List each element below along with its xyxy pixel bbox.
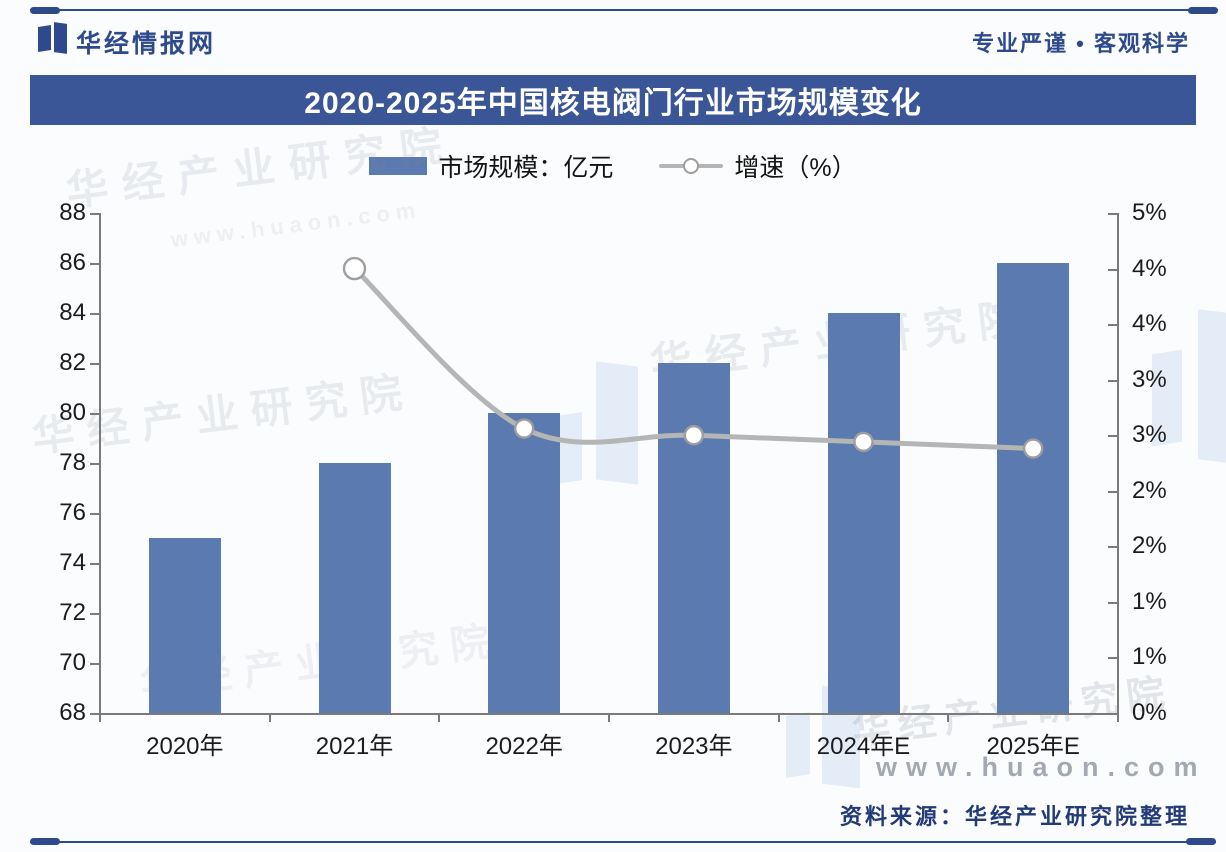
top-border-line [30,9,1218,11]
left-axis-tick-label: 78 [59,449,86,476]
chart-title: 2020-2025年中国核电阀门行业市场规模变化 [304,87,922,120]
left-axis-tick [90,463,100,465]
left-axis-line [99,213,101,715]
right-axis-tick [1108,657,1118,660]
bottom-border-right-cap [1186,838,1216,845]
right-axis-tick [1108,268,1118,271]
right-axis-tick-label: 2% [1132,532,1167,560]
left-axis-tick [90,513,100,515]
bar-2022年 [488,413,561,713]
left-axis-tick-label: 86 [59,249,86,276]
left-axis-tick-label: 82 [59,349,86,376]
x-axis-label-2: 2021年 [315,733,394,760]
x-axis-tick [608,713,610,722]
right-axis-tick-label: 3% [1132,421,1167,449]
bar-2024年E [827,313,900,713]
right-axis-tick-label: 2% [1132,476,1167,504]
x-axis-tick [777,713,780,722]
right-axis-tick [1108,546,1118,549]
legend-label-growth-rate: 增速（%） [734,154,857,182]
right-axis-tick [1108,379,1118,382]
right-axis-tick [1108,435,1118,438]
watermark-text: 华经产业研究院 [29,367,418,461]
x-axis-tick [268,713,271,722]
right-axis-tick [1108,324,1118,327]
right-axis-tick-label: 4% [1132,254,1167,282]
left-axis-tick [90,413,100,415]
legend-item-market-size: 市场规模：亿元 [369,148,613,184]
left-axis-tick-label: 74 [59,549,86,576]
right-axis-line [1117,213,1119,715]
right-axis-tick-label: 5% [1132,199,1167,226]
growth-rate-marker [342,256,367,281]
right-axis-tick [1108,601,1118,604]
right-axis-tick-label: 1% [1132,587,1167,615]
left-axis-tick [90,263,100,265]
left-axis-tick [90,213,100,215]
right-axis-tick [1108,213,1118,215]
watermark-url: www.huaon.com [876,752,1207,782]
left-axis-tick [90,363,100,365]
chart-title-bar: 2020-2025年中国核电阀门行业市场规模变化 [30,75,1196,125]
left-axis-tick-label: 80 [59,399,86,426]
line-marker-swatch-icon [659,158,724,174]
left-axis-tick [90,563,100,565]
top-border-left-cap [30,7,60,14]
x-axis-label-3: 2022年 [485,733,563,760]
x-axis-label-4: 2023年 [655,733,733,760]
legend-label-market-size: 市场规模：亿元 [438,154,614,182]
bar-2023年 [657,363,730,713]
left-axis-tick [90,313,100,315]
legend-item-growth-rate: 增速（%） [659,148,857,184]
bar-2021年 [318,463,391,713]
left-axis-tick-label: 70 [59,649,86,676]
left-axis-tick-label: 72 [59,599,86,626]
left-axis-tick-label: 76 [59,499,86,526]
x-axis-tick [99,713,101,722]
right-axis-tick-label: 3% [1132,365,1167,393]
x-axis-label-6: 2025年E [986,733,1080,760]
chart-legend: 市场规模：亿元 增速（%） [0,148,1226,184]
right-axis-tick-label: 4% [1132,310,1167,338]
top-border-right-cap [1188,7,1218,14]
left-axis-tick-label: 68 [59,699,86,726]
watermark-url: www.huaon.com [169,196,423,253]
left-axis-tick-label: 88 [59,199,86,226]
bar-swatch-icon [369,157,428,175]
left-axis-tick [90,613,100,615]
right-axis-tick-label: 0% [1132,699,1167,726]
bottom-border-line [30,841,1216,843]
left-axis-tick [90,663,100,665]
brand-slogan: 专业严谨 • 客观科学 [972,31,1190,56]
bar-2020年 [148,538,221,713]
x-axis-tick [1117,713,1119,722]
brand-logo-icon [38,22,68,54]
left-axis-tick-label: 84 [59,299,86,326]
x-axis-label-5: 2024年E [816,733,911,760]
left-axis-tick [90,713,100,715]
x-axis-label-1: 2020年 [146,733,224,760]
bottom-border-left-cap [30,838,60,845]
right-axis-tick [1108,490,1118,493]
x-axis-tick [438,713,441,722]
brand-name: 华经情报网 [76,30,217,58]
bar-2025年E [997,263,1070,713]
x-axis-tick [947,713,950,722]
right-axis-tick-label: 1% [1132,643,1167,671]
right-axis-tick [1108,713,1118,715]
data-source-note: 资料来源：华经产业研究院整理 [839,804,1190,829]
